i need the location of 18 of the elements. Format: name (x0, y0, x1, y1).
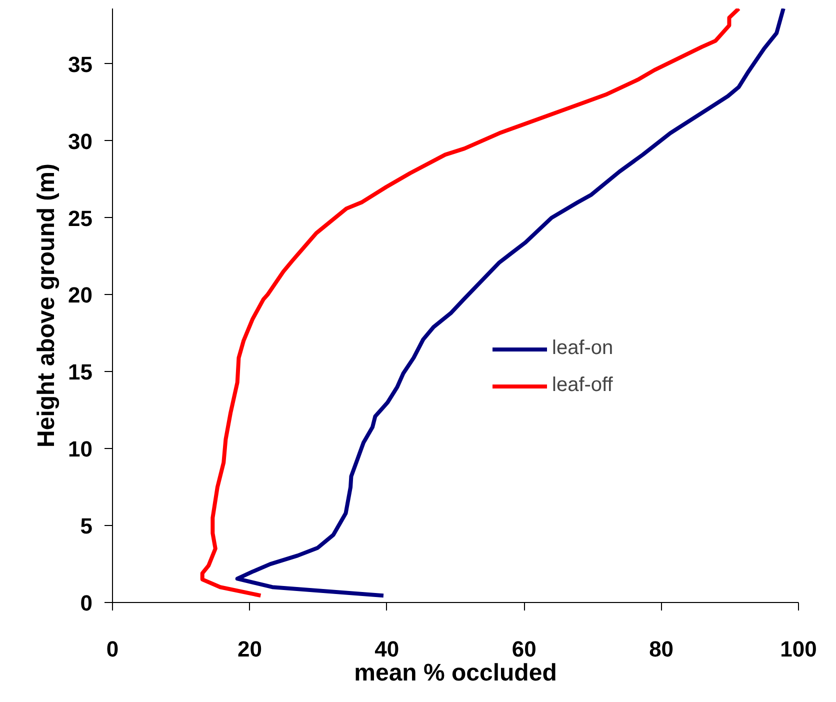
y-tick-label: 5 (80, 514, 93, 539)
y-tick-label: 15 (68, 360, 93, 385)
x-tick-label: 20 (237, 636, 262, 662)
x-tick-label: 100 (780, 636, 817, 662)
y-tick-label: 20 (68, 282, 93, 308)
x-axis-title: mean % occluded (354, 660, 557, 686)
legend-label: leaf-on (552, 337, 614, 360)
y-axis-title: Height above ground (m) (33, 163, 60, 448)
y-tick-label: 25 (68, 206, 93, 231)
x-tick-label: 40 (374, 636, 400, 662)
x-tick-label: 0 (106, 636, 119, 662)
x-tick-label: 60 (512, 636, 536, 662)
x-tick-label: 80 (649, 636, 674, 662)
y-tick-label: 30 (68, 128, 93, 154)
y-tick-label: 10 (68, 436, 93, 462)
legend-label: leaf-off (552, 374, 613, 397)
y-tick-label: 0 (80, 590, 93, 616)
y-tick-label: 35 (68, 52, 93, 77)
